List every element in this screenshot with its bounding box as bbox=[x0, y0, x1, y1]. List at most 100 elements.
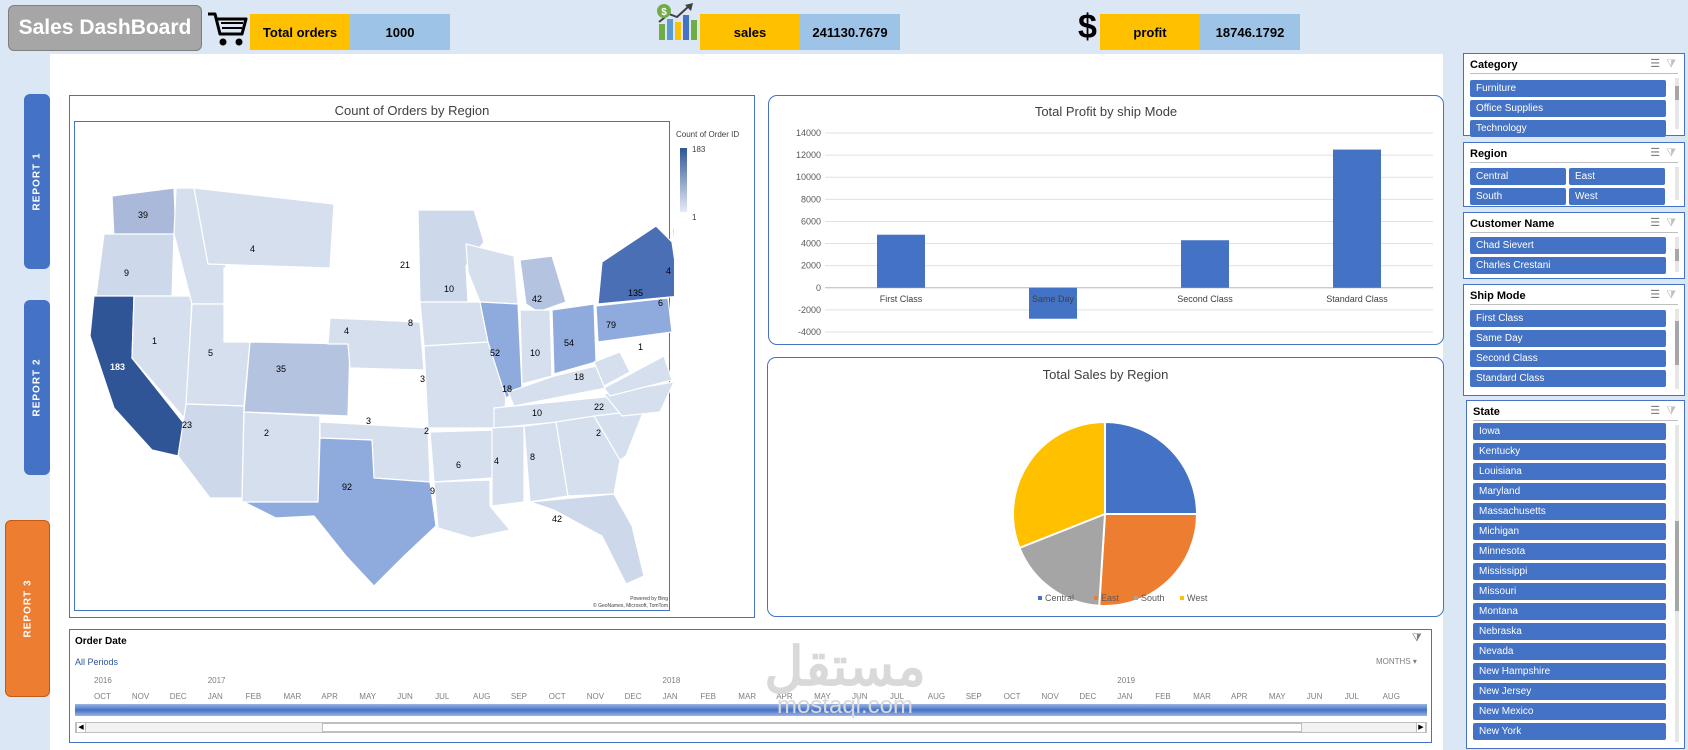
slicer-state[interactable]: State ☰ ⧩ Iowa Kentucky Louisiana Maryland Mas… bbox=[1466, 400, 1685, 749]
timeline-month-label: FEB bbox=[245, 692, 262, 701]
slicer-item-second-class[interactable]: Second Class bbox=[1470, 350, 1666, 367]
slicer-scrollbar[interactable] bbox=[1675, 425, 1679, 742]
timeline-level-dropdown[interactable]: MONTHS ▾ bbox=[1376, 657, 1417, 666]
timeline-month-label: SEP bbox=[510, 692, 527, 701]
timeline-year-label: 2017 bbox=[207, 676, 226, 685]
pie-slice-west[interactable] bbox=[1012, 420, 1106, 550]
map-legend-max: 183 bbox=[692, 145, 706, 154]
timeline-bar[interactable] bbox=[75, 704, 1427, 716]
map-state-labels: 39 4 9 21 10 4 135 6 42 4 79 1 8 52 10 5… bbox=[74, 126, 674, 606]
slicer-item-standard-class[interactable]: Standard Class bbox=[1470, 370, 1666, 387]
bar-chart-svg: 14000 12000 10000 8000 6000 4000 2000 0 -2000 -40… bbox=[796, 128, 1433, 337]
multi-select-icon[interactable]: ☰ bbox=[1650, 289, 1661, 301]
pie-slice-south[interactable] bbox=[1018, 512, 1107, 607]
slicer-item-new-york[interactable]: New York bbox=[1473, 723, 1666, 740]
slicer-item-first-class[interactable]: First Class bbox=[1470, 310, 1666, 327]
slicer-item-michigan[interactable]: Michigan bbox=[1473, 523, 1666, 540]
svg-text:$: $ bbox=[661, 7, 667, 18]
slicer-item-west[interactable]: West bbox=[1569, 188, 1665, 205]
slicer-category[interactable]: Category ☰ ⧩ Furniture Office Supplies Techn… bbox=[1463, 53, 1685, 137]
slicer-item-new-hampshire[interactable]: New Hampshire bbox=[1473, 663, 1666, 680]
slicer-region[interactable]: Region ☰ ⧩ Central East South West bbox=[1463, 142, 1685, 207]
slicer-item-chad-sievert[interactable]: Chad Sievert bbox=[1470, 237, 1666, 254]
slicer-item-office-supplies[interactable]: Office Supplies bbox=[1470, 100, 1666, 117]
cart-icon bbox=[206, 8, 248, 48]
pie-legend-swatch bbox=[1180, 596, 1184, 600]
pie-slice-central[interactable] bbox=[1104, 420, 1199, 515]
slicer-scrollbar[interactable] bbox=[1675, 309, 1679, 389]
scroll-thumb[interactable] bbox=[322, 723, 1302, 732]
state-florida bbox=[529, 493, 645, 585]
slicer-item-missouri[interactable]: Missouri bbox=[1473, 583, 1666, 600]
pie-legend-label: South bbox=[1141, 593, 1165, 603]
slicer-item-nebraska[interactable]: Nebraska bbox=[1473, 623, 1666, 640]
state-michigan bbox=[519, 255, 567, 313]
slicer-shipmode[interactable]: Ship Mode ☰ ⧩ First Class Same Day Second Cl… bbox=[1463, 284, 1685, 396]
map-chart[interactable]: Count of Orders by Region bbox=[69, 95, 755, 618]
slicer-item-minnesota[interactable]: Minnesota bbox=[1473, 543, 1666, 560]
slicer-scroll-thumb[interactable] bbox=[1675, 521, 1679, 611]
multi-select-icon[interactable]: ☰ bbox=[1650, 147, 1661, 159]
report-3-tab[interactable]: REPORT 3 bbox=[5, 520, 50, 697]
slicer-item-kentucky[interactable]: Kentucky bbox=[1473, 443, 1666, 460]
profit-bar-chart[interactable]: Total Profit by ship Mode 14000 12000 1000… bbox=[768, 95, 1444, 345]
scroll-right-arrow[interactable]: ▶ bbox=[1416, 722, 1426, 733]
timeline-month-label: FEB bbox=[1155, 692, 1171, 701]
state-label: 22 bbox=[594, 402, 605, 412]
clear-filter-icon[interactable]: ⧩ bbox=[1666, 147, 1676, 159]
bar-second-class[interactable] bbox=[1181, 240, 1229, 288]
slicer-item-east[interactable]: East bbox=[1569, 168, 1665, 185]
bar-x-label: First Class bbox=[880, 294, 923, 304]
dollar-icon: $ bbox=[1078, 8, 1097, 46]
clear-filter-icon[interactable]: ⧩ bbox=[1666, 217, 1676, 229]
slicer-item-new-jersey[interactable]: New Jersey bbox=[1473, 683, 1666, 700]
timeline-month-label: JUN bbox=[397, 692, 413, 701]
slicer-scrollbar[interactable] bbox=[1675, 78, 1679, 129]
slicer-item-mississippi[interactable]: Mississippi bbox=[1473, 563, 1666, 580]
sales-pie-chart[interactable]: Total Sales by Region Central East South We… bbox=[767, 357, 1444, 617]
slicer-item-technology[interactable]: Technology bbox=[1470, 120, 1666, 137]
multi-select-icon[interactable]: ☰ bbox=[1650, 58, 1661, 70]
state-label: 10 bbox=[530, 348, 541, 358]
slicer-scrollbar[interactable] bbox=[1675, 167, 1679, 200]
slicer-item-nevada[interactable]: Nevada bbox=[1473, 643, 1666, 660]
scroll-left-arrow[interactable]: ◀ bbox=[76, 722, 86, 733]
clear-filter-icon[interactable]: ⧩ bbox=[1666, 289, 1676, 301]
multi-select-icon[interactable]: ☰ bbox=[1650, 405, 1661, 417]
slicer-item-central[interactable]: Central bbox=[1470, 168, 1566, 185]
multi-select-icon[interactable]: ☰ bbox=[1650, 217, 1661, 229]
slicer-item-charles-crestani[interactable]: Charles Crestani bbox=[1470, 257, 1666, 274]
bar-x-label: Second Class bbox=[1177, 294, 1233, 304]
bar-y-tick: 2000 bbox=[801, 261, 821, 271]
slicer-scroll-thumb[interactable] bbox=[1675, 249, 1679, 261]
clear-filter-icon[interactable]: ⧩ bbox=[1666, 405, 1676, 417]
pie-slice-east[interactable] bbox=[1098, 513, 1199, 607]
slicer-item-same-day[interactable]: Same Day bbox=[1470, 330, 1666, 347]
slicer-item-furniture[interactable]: Furniture bbox=[1470, 80, 1666, 97]
slicer-scrollbar[interactable] bbox=[1675, 237, 1679, 272]
slicer-item-iowa[interactable]: Iowa bbox=[1473, 423, 1666, 440]
bar-first-class[interactable] bbox=[877, 234, 925, 288]
slicer-scroll-thumb[interactable] bbox=[1675, 86, 1679, 100]
slicer-item-montana[interactable]: Montana bbox=[1473, 603, 1666, 620]
timeline-clear-filter-icon[interactable]: ⧩ bbox=[1412, 632, 1422, 644]
report-1-tab[interactable]: REPORT 1 bbox=[24, 94, 50, 269]
timeline-scrollbar[interactable]: ◀ ▶ bbox=[75, 722, 1427, 733]
bar-same-day[interactable] bbox=[1029, 287, 1077, 319]
slicer-item-new-mexico[interactable]: New Mexico bbox=[1473, 703, 1666, 720]
state-label: 1 bbox=[152, 336, 158, 346]
slicer-scroll-thumb[interactable] bbox=[1675, 321, 1679, 365]
state-label: 18 bbox=[574, 372, 585, 382]
slicer-customer[interactable]: Customer Name ☰ ⧩ Chad Sievert Charles Cres… bbox=[1463, 212, 1685, 279]
timeline-year-label: 2019 bbox=[1117, 676, 1136, 685]
slicer-item-louisiana[interactable]: Louisiana bbox=[1473, 463, 1666, 480]
state-label: 10 bbox=[444, 284, 455, 294]
report-2-tab[interactable]: REPORT 2 bbox=[24, 300, 50, 475]
clear-filter-icon[interactable]: ⧩ bbox=[1666, 58, 1676, 70]
bar-y-tick: 12000 bbox=[796, 150, 821, 160]
slicer-item-south[interactable]: South bbox=[1470, 188, 1566, 205]
bar-standard-class[interactable] bbox=[1333, 149, 1381, 288]
slicer-customer-title: Customer Name bbox=[1470, 218, 1555, 230]
slicer-item-maryland[interactable]: Maryland bbox=[1473, 483, 1666, 500]
slicer-item-massachusetts[interactable]: Massachusetts bbox=[1473, 503, 1666, 520]
